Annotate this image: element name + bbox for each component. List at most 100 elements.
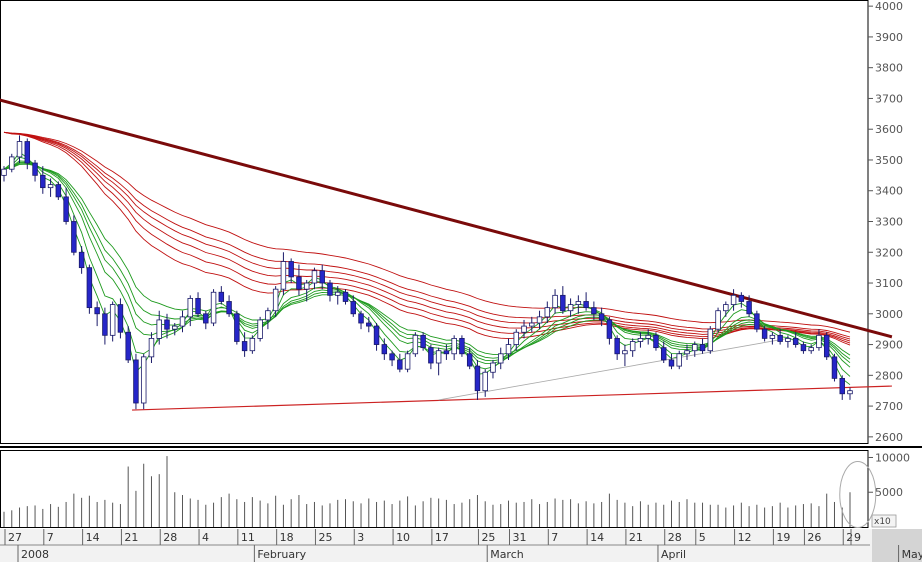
- day-tick-label: 14: [86, 531, 100, 544]
- volume-multiplier-label: x10: [874, 517, 891, 527]
- candle-body: [800, 344, 807, 352]
- candle-body: [823, 334, 830, 358]
- y-tick-label: 3800: [875, 62, 903, 75]
- candle-body: [140, 356, 147, 404]
- candle-body: [280, 261, 287, 290]
- candle-body: [226, 301, 232, 315]
- candle-body: [699, 344, 706, 352]
- candle-body: [653, 334, 659, 349]
- candle-body: [420, 334, 426, 349]
- candle-body: [249, 338, 256, 352]
- day-tick-label: 25: [318, 531, 332, 544]
- candle-body: [560, 294, 566, 312]
- candle-body: [839, 377, 845, 395]
- candle-body: [156, 319, 162, 339]
- y-tick-label: 3000: [875, 308, 903, 321]
- candle-body: [109, 304, 116, 336]
- candle-body: [606, 319, 613, 339]
- volume-annotation-circle: [839, 461, 877, 528]
- candle-body: [451, 338, 457, 355]
- volume-plot-frame: [0, 450, 869, 528]
- volume-panel: 5000 10000 x10: [0, 450, 910, 528]
- candle-body: [428, 347, 434, 364]
- candle-body: [684, 350, 690, 355]
- day-tick-label: 31: [512, 531, 526, 544]
- candle-body: [24, 141, 31, 164]
- candle-body: [55, 184, 62, 198]
- candle-body: [335, 291, 341, 296]
- volume-y-tick-label: 10000: [875, 451, 910, 464]
- day-tick-label: 28: [163, 531, 177, 544]
- day-tick-label: 18: [280, 531, 294, 544]
- day-tick-label: 11: [241, 531, 255, 544]
- day-tick-label: 7: [551, 531, 558, 544]
- candle-body: [164, 319, 170, 330]
- candle-body: [847, 390, 853, 395]
- candle-body: [707, 328, 714, 352]
- candle-body: [117, 304, 124, 333]
- day-tick-label: 10: [396, 531, 410, 544]
- candle-body: [544, 307, 551, 318]
- candle-body: [94, 307, 100, 315]
- candle-body: [195, 298, 201, 315]
- y-tick-label: 3900: [875, 31, 903, 44]
- candle-body: [435, 350, 442, 364]
- candle-body: [629, 341, 636, 352]
- support-trend-line: [132, 385, 892, 411]
- candle-body: [366, 322, 372, 327]
- candle-body: [203, 313, 209, 324]
- candle-body: [218, 291, 225, 302]
- candle-body: [272, 288, 279, 312]
- month-tick-label: April: [661, 548, 686, 561]
- price-plot-frame: [0, 0, 869, 444]
- day-tick-label: 12: [738, 531, 752, 544]
- day-tick-label: 26: [807, 531, 821, 544]
- month-tick-label: May: [902, 548, 922, 561]
- candle-body: [311, 270, 318, 284]
- candle-body: [637, 338, 644, 342]
- candle-body: [816, 334, 822, 349]
- rising-trend-line: [438, 338, 788, 401]
- candle-body: [187, 298, 194, 318]
- candle-body: [32, 162, 38, 176]
- candle-body: [327, 282, 333, 296]
- y-tick-label: 2700: [875, 400, 903, 413]
- candle-body: [373, 325, 380, 345]
- day-tick-label: 28: [668, 531, 682, 544]
- candle-body: [389, 353, 395, 361]
- day-tick-label: 2: [846, 531, 853, 544]
- candle-body: [769, 334, 776, 339]
- candle-body: [676, 353, 682, 367]
- candle-body: [288, 261, 294, 278]
- day-tick-label: 25: [481, 531, 495, 544]
- candle-body: [536, 316, 543, 324]
- candle-body: [723, 304, 729, 312]
- candle-body: [474, 365, 481, 392]
- month-tick-label: March: [490, 548, 524, 561]
- candle-body: [125, 331, 131, 361]
- candle-body: [552, 294, 558, 309]
- candle-body: [738, 294, 745, 302]
- day-tick-label: 3: [357, 531, 364, 544]
- day-tick-label: 14: [590, 531, 604, 544]
- candle-body: [730, 294, 737, 305]
- candle-body: [148, 338, 155, 358]
- day-tick-label: 5: [699, 531, 706, 544]
- candle-body: [645, 334, 651, 339]
- candle-body: [397, 359, 403, 370]
- y-tick-label: 3500: [875, 154, 903, 167]
- candle-body: [490, 362, 496, 373]
- candle-body: [660, 347, 667, 361]
- candle-body: [715, 310, 721, 330]
- month-tick-label: 2008: [21, 548, 49, 561]
- candle-body: [482, 371, 488, 392]
- candle-body: [16, 141, 23, 158]
- candle-body: [296, 276, 302, 290]
- candle-body: [529, 322, 535, 327]
- candle-body: [241, 341, 248, 352]
- day-tick-label: 17: [435, 531, 449, 544]
- long-ma-line: [3, 131, 851, 333]
- y-tick-label: 3100: [875, 277, 903, 290]
